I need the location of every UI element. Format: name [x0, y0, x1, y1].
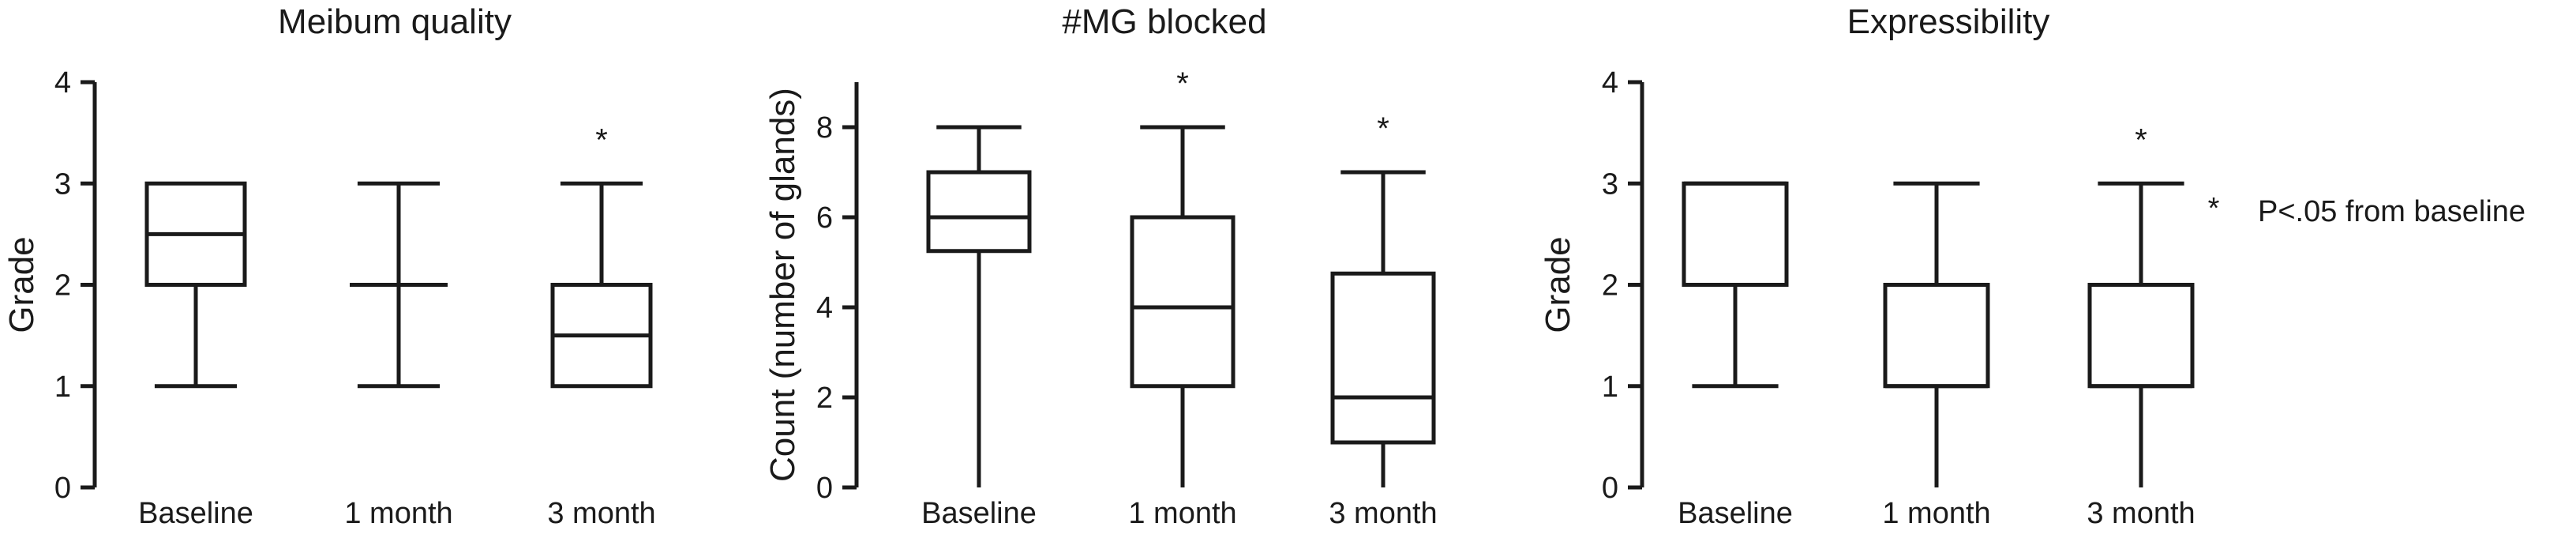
- significance-star: *: [1377, 111, 1389, 146]
- panel-title: #MG blocked: [1062, 2, 1266, 41]
- legend-star: *: [2208, 192, 2220, 225]
- box-plot-baseline: [144, 181, 247, 389]
- y-tick-label: 4: [816, 292, 833, 325]
- x-tick-label: Baseline: [921, 497, 1037, 530]
- box-plot-3-month: *: [1330, 111, 1436, 487]
- iqr-box: [2087, 283, 2195, 389]
- significance-star: *: [2135, 122, 2147, 157]
- y-tick-label: 8: [816, 111, 833, 145]
- x-tick-label: 1 month: [1882, 497, 1990, 530]
- y-tick-label: 2: [1602, 269, 1618, 303]
- y-tick-label: 0: [1602, 472, 1618, 505]
- y-tick-label: 0: [54, 472, 71, 505]
- significance-legend: * P<.05 from baseline: [2208, 192, 2525, 228]
- significance-star: *: [595, 122, 608, 157]
- box-plot-3-month: *: [550, 122, 653, 389]
- y-axis-label: Grade: [2, 236, 41, 333]
- x-tick-label: 3 month: [547, 497, 655, 530]
- y-tick-label: 2: [54, 269, 71, 303]
- box-plot-1-month: *: [1130, 66, 1236, 487]
- iqr-box: [1682, 181, 1789, 287]
- y-tick-label: 1: [1602, 371, 1618, 404]
- significance-star: *: [1176, 66, 1189, 101]
- y-tick-label: 6: [816, 201, 833, 235]
- iqr-box: [926, 170, 1032, 254]
- y-axis-label: Count (number of glands): [763, 88, 802, 482]
- y-tick-label: 3: [54, 167, 71, 201]
- legend-text: P<.05 from baseline: [2258, 195, 2525, 228]
- x-tick-label: Baseline: [138, 497, 253, 530]
- iqr-box: [1883, 283, 1990, 389]
- panel-2: #MG blocked Count (number of glands) 0 2 4 6 8…: [763, 2, 1438, 530]
- y-tick-label: 0: [816, 472, 833, 505]
- x-tick-label: 3 month: [2087, 497, 2195, 530]
- iqr-box: [1130, 215, 1236, 389]
- y-tick-label: 3: [1602, 167, 1618, 201]
- panel-title: Expressibility: [1847, 2, 2050, 41]
- y-axis-label: Grade: [1539, 236, 1577, 333]
- x-tick-label: 1 month: [1128, 497, 1236, 530]
- x-tick-label: 3 month: [1329, 497, 1437, 530]
- x-tick-label: Baseline: [1678, 497, 1793, 530]
- y-tick-label: 2: [816, 382, 833, 415]
- box-plot-baseline: [926, 125, 1032, 487]
- y-tick-label: 4: [1602, 66, 1618, 100]
- y-tick-label: 1: [54, 371, 71, 404]
- box-plot-1-month: [1883, 181, 1990, 487]
- box-plot-baseline: [1682, 181, 1789, 389]
- y-tick-label: 4: [54, 66, 71, 100]
- box-plot-3-month: *: [2087, 122, 2195, 487]
- panel-1: Meibum quality Grade 0 1 2 3 4 Baseline 1 month 3…: [2, 2, 656, 530]
- x-tick-label: 1 month: [344, 497, 452, 530]
- panel-3: Expressibility Grade 0 1 2 3 4 Baseline 1 month 3…: [1539, 2, 2195, 530]
- chart-panels: Meibum quality Grade 0 1 2 3 4 Baseline 1 month 3…: [2, 2, 2195, 530]
- box-plot-1-month: [350, 181, 448, 389]
- iqr-box: [1330, 271, 1436, 445]
- panel-title: Meibum quality: [278, 2, 512, 41]
